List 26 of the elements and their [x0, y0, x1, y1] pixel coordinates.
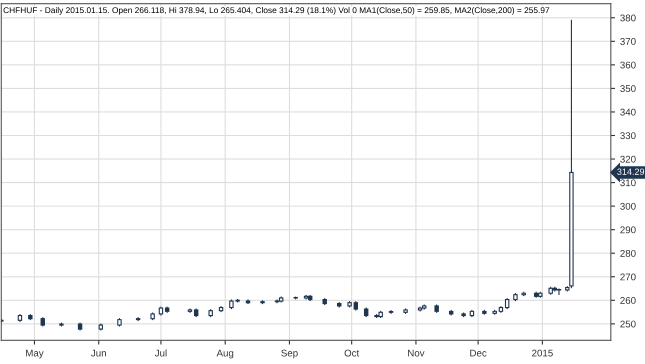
y-tick-label: 320: [620, 156, 636, 163]
y-tick-label: 380: [620, 14, 636, 22]
x-tick-label: Jun: [91, 350, 106, 357]
y-tick-label: 350: [620, 85, 636, 92]
y-tick-label: 330: [620, 132, 636, 140]
y-tick-label: 280: [620, 250, 636, 257]
x-tick-label: May: [26, 350, 44, 358]
x-tick-label: Jul: [154, 349, 166, 357]
text: 314.29: [617, 168, 644, 175]
y-tick-label: 250: [620, 320, 636, 328]
y-tick-label: 290: [620, 226, 636, 234]
y-tick-label: 340: [620, 108, 636, 116]
candlestick: [504, 298, 510, 310]
x-tick-label: Dec: [470, 350, 487, 357]
y-tick-label: 300: [620, 202, 636, 210]
x-tick-label: Nov: [408, 350, 425, 357]
x-tick-label: Aug: [216, 350, 234, 358]
y-tick-label: 370: [620, 38, 636, 45]
y-tick-label: 260: [620, 297, 636, 304]
x-tick-label: 2015: [532, 350, 553, 357]
chart-title: CHFHUF - Daily 2015.01.15. Open 266.118, Hi 378.94, Lo 265.404, Close 314.29 (18.1%) Vol 0 MA1(Close,50) = 259.85, MA2(Close,200) = 255.97: [4, 7, 550, 15]
y-tick-label: 310: [620, 179, 636, 186]
y-tick-label: 270: [620, 274, 636, 280]
x-tick-label: Oct: [344, 350, 360, 357]
x-tick-label: Sep: [281, 350, 298, 358]
y-tick-label: 360: [620, 62, 636, 68]
